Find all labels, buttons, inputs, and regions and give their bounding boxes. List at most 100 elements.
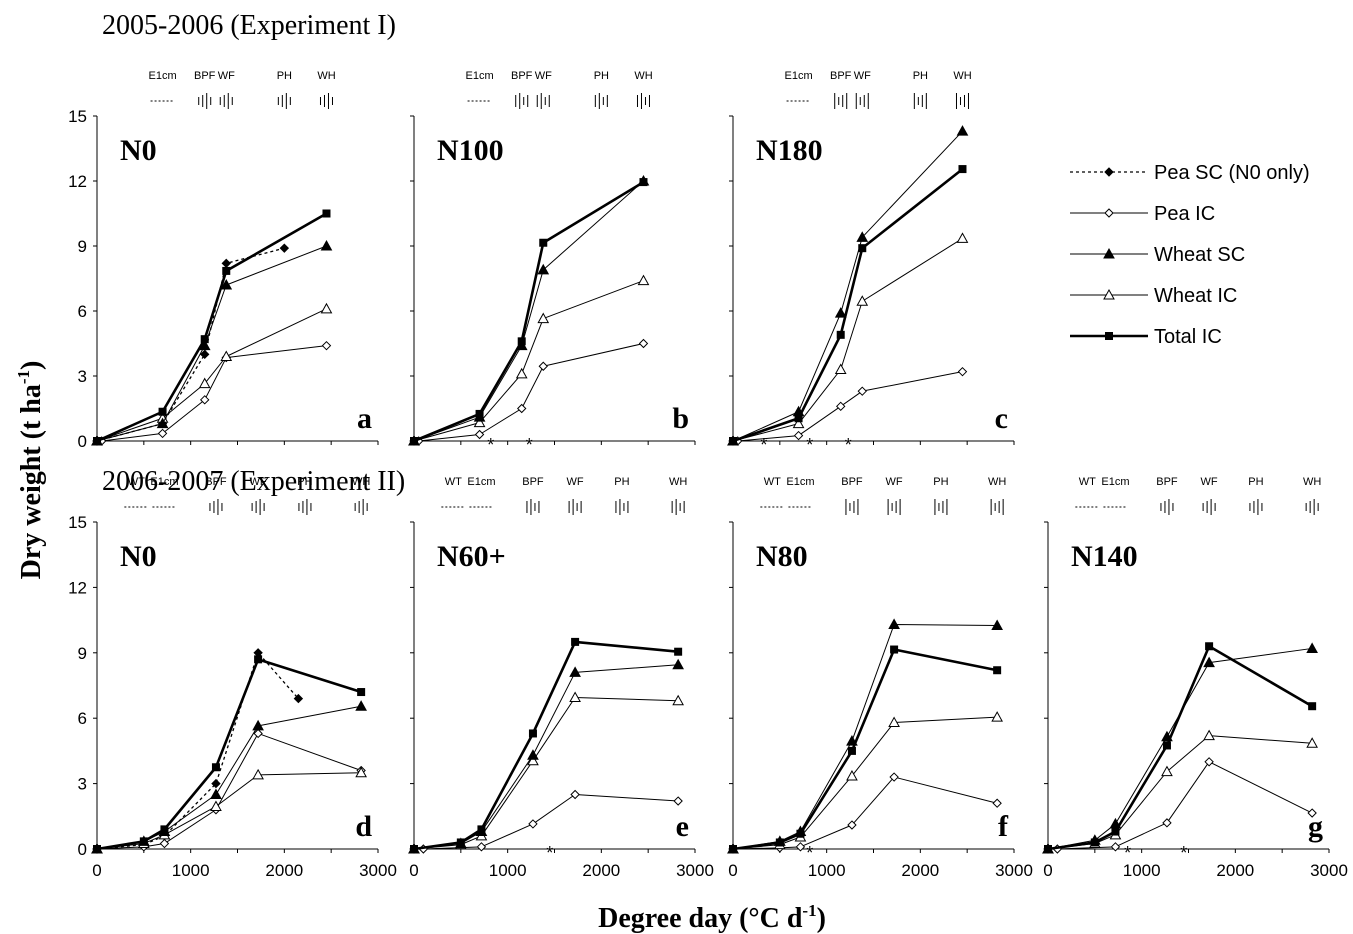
data-point	[992, 798, 1002, 808]
series-line	[732, 716, 998, 850]
legend-marker	[1104, 167, 1114, 177]
data-point	[539, 238, 548, 247]
stage-label: WT	[764, 476, 781, 488]
data-point	[279, 243, 290, 253]
stage-marks	[354, 499, 368, 515]
data-point	[991, 619, 1003, 631]
data-point	[476, 842, 487, 852]
stage-marks	[834, 93, 848, 109]
data-point	[253, 728, 263, 739]
data-point	[1307, 808, 1317, 818]
data-point	[991, 711, 1003, 722]
legend-marker	[1103, 247, 1115, 259]
series-total-ic	[410, 637, 683, 853]
y-tick-label: 9	[78, 644, 87, 663]
data-point	[890, 645, 899, 654]
stage-label: BPF	[522, 476, 544, 488]
x-tick-label: 0	[728, 861, 737, 880]
data-point	[320, 302, 333, 314]
data-point	[836, 330, 845, 339]
data-point	[355, 700, 367, 711]
data-point	[220, 350, 233, 361]
data-point	[958, 165, 967, 174]
x-tick-label: 1000	[172, 861, 210, 880]
legend-entry: Wheat IC	[1070, 285, 1237, 307]
series-line	[96, 705, 362, 850]
stage-marks	[536, 93, 550, 109]
series-wheat-ic	[1042, 729, 1318, 854]
series-line	[732, 648, 998, 851]
experiment-title-1: 2005-2006 (Experiment I)	[102, 10, 396, 41]
panel-a: 0 3 6 9 12 15 E1cm BPF WF PH WH N0 a	[68, 70, 379, 451]
data-point	[1203, 729, 1215, 741]
y-axis-title: Dry weight (t ha-1)	[14, 361, 47, 580]
data-point	[527, 754, 539, 766]
stage-label: WF	[886, 476, 903, 488]
legend-label: Pea SC (N0 only)	[1154, 162, 1310, 184]
data-point	[888, 618, 900, 629]
series-line	[413, 696, 679, 850]
y-tick-label: 6	[78, 709, 87, 728]
data-point	[957, 366, 968, 377]
data-point	[1203, 656, 1215, 668]
y-tick-label: 12	[68, 578, 87, 597]
data-point	[252, 768, 264, 780]
data-point	[729, 845, 737, 853]
data-point	[888, 716, 900, 728]
y-tick-label: 0	[78, 432, 87, 451]
stage-marks	[855, 93, 869, 109]
x-axis-title-end: )	[817, 903, 826, 934]
series-wheat-ic	[727, 232, 969, 446]
x-tick-label: 0	[1043, 861, 1052, 880]
series-total-ic	[93, 655, 366, 853]
stage-label: E1cm	[150, 476, 178, 488]
data-point	[222, 266, 231, 275]
treatment-label: N80	[756, 540, 808, 573]
stage-label: WH	[953, 70, 971, 82]
significance-star: *	[760, 435, 767, 455]
data-point	[221, 258, 231, 269]
stage-marks	[671, 499, 685, 515]
legend-marker	[1103, 288, 1115, 300]
data-point	[473, 416, 486, 428]
stage-label: PH	[277, 70, 292, 82]
data-point	[569, 666, 581, 677]
data-point	[1162, 741, 1171, 750]
data-point	[159, 838, 170, 849]
data-point	[673, 796, 683, 806]
legend-label: Total IC	[1154, 326, 1222, 348]
stage-marks	[198, 93, 212, 109]
data-point	[857, 386, 867, 396]
series-pea-ic	[1043, 757, 1317, 854]
stage-label: WH	[352, 476, 370, 488]
series-total-ic	[729, 165, 967, 445]
x-axis-title-main: Degree day (°C d	[598, 903, 803, 934]
x-tick-label: 1000	[489, 861, 527, 880]
panel-f: 0 1000 2000 3000 WT E1cm BPF WF PH WH * N80 f	[727, 476, 1033, 880]
series-wheat-sc	[727, 125, 969, 446]
stage-label: WH	[317, 70, 335, 82]
data-point	[93, 437, 101, 445]
series-total-ic	[93, 209, 331, 445]
stage-marks	[1160, 499, 1174, 515]
data-point	[357, 688, 366, 697]
series-total-ic	[410, 178, 648, 445]
stage-label: E1cm	[467, 476, 495, 488]
data-point	[527, 749, 539, 760]
stage-marks	[636, 93, 650, 109]
stage-marks	[990, 499, 1004, 515]
data-point	[477, 825, 486, 834]
series-wheat-sc	[408, 658, 684, 854]
series-line	[413, 640, 679, 851]
series-line	[732, 237, 963, 442]
panel-b: E1cm BPF WF PH WH * * N100 b	[408, 70, 696, 455]
stage-marks	[934, 499, 948, 515]
stage-label: E1cm	[785, 70, 813, 82]
series-line	[413, 664, 679, 850]
stage-label: WT	[1079, 476, 1096, 488]
panel-letter: d	[355, 810, 372, 843]
data-point	[537, 263, 550, 275]
data-point	[528, 729, 537, 738]
data-point	[211, 763, 220, 772]
